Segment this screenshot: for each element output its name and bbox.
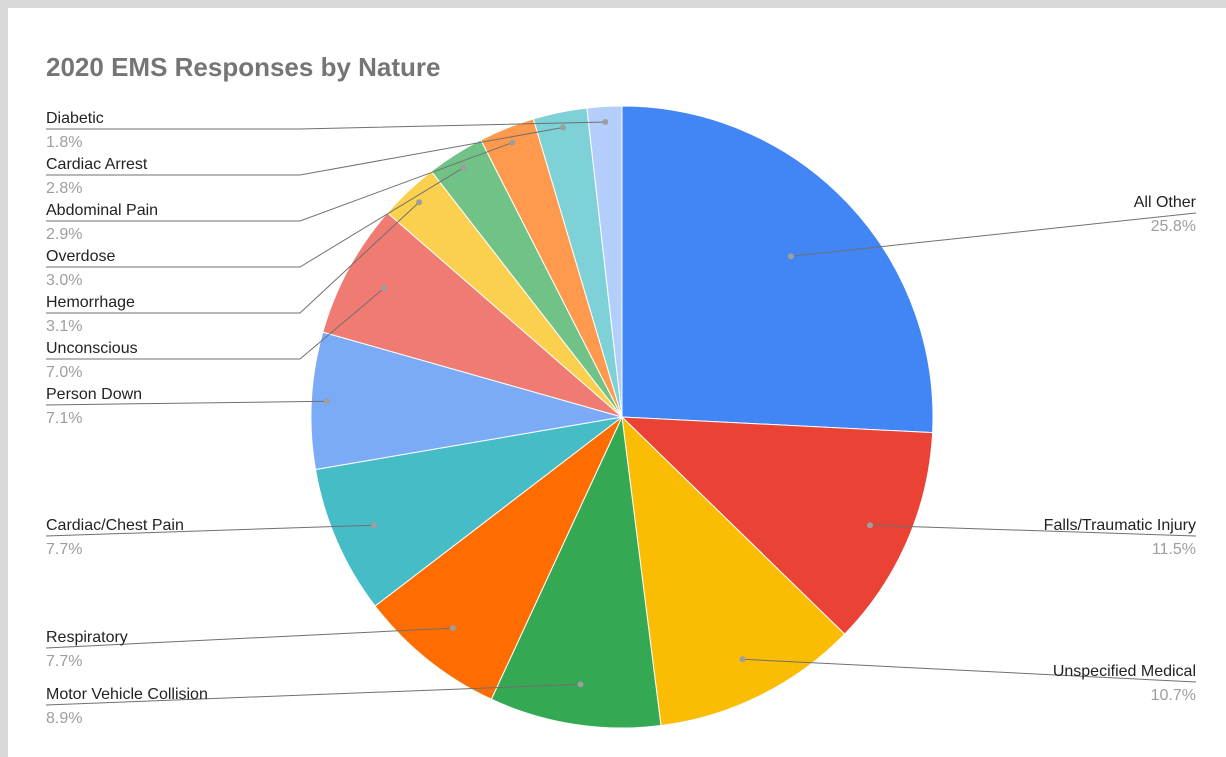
- slice-percent-0: 25.8%: [1151, 218, 1196, 235]
- slice-percent-11: 2.8%: [46, 180, 82, 197]
- slice-label-1: Falls/Traumatic Injury: [1044, 517, 1196, 534]
- slice-percent-4: 7.7%: [46, 653, 82, 670]
- leader-anchor-1: [866, 522, 873, 529]
- slice-label-10: Abdominal Pain: [46, 202, 158, 219]
- leader-line-10: [46, 142, 513, 222]
- leader-line-0: [790, 212, 1197, 257]
- leader-anchor-3: [577, 681, 584, 688]
- pie-slice-7: [322, 212, 623, 418]
- slice-label-9: Overdose: [46, 248, 115, 265]
- slice-label-12: Diabetic: [46, 110, 104, 127]
- leader-anchor-11: [559, 124, 566, 131]
- slice-label-6: Person Down: [46, 386, 142, 403]
- leader-anchor-4: [449, 625, 456, 632]
- leader-anchor-6: [323, 398, 330, 405]
- slice-label-3: Motor Vehicle Collision: [46, 686, 208, 703]
- pie-slice-5: [314, 416, 623, 607]
- slice-label-0: All Other: [1134, 194, 1197, 211]
- leader-anchor-0: [788, 253, 795, 260]
- slice-label-8: Hemorrhage: [46, 294, 135, 311]
- pie-slice-0: [621, 105, 934, 434]
- leader-anchor-8: [416, 199, 423, 206]
- leader-line-4: [45, 627, 453, 649]
- leader-line-12: [46, 121, 606, 130]
- slice-percent-5: 7.7%: [46, 541, 82, 558]
- slice-percent-9: 3.0%: [46, 272, 82, 289]
- slice-labels: All Other 25.8% Falls/Traumatic Injury 11.5…: [46, 110, 1197, 727]
- leader-line-3: [45, 683, 581, 706]
- pie-slice-2: [621, 415, 846, 727]
- leader-anchor-5: [371, 522, 378, 529]
- slice-percent-3: 8.9%: [46, 710, 82, 727]
- slice-label-11: Cardiac Arrest: [46, 156, 148, 173]
- pie-slice-3: [490, 415, 662, 729]
- pie-slice-6: [310, 331, 623, 471]
- pie-slice-12: [586, 105, 623, 418]
- slice-label-2: Unspecified Medical: [1053, 663, 1196, 680]
- slice-percent-1: 11.5%: [1152, 541, 1196, 558]
- slice-percent-2: 10.7%: [1151, 687, 1196, 704]
- pie-slice-1: [620, 416, 934, 635]
- leader-line-2: [742, 658, 1197, 683]
- chart-title: 2020 EMS Responses by Nature: [46, 52, 441, 82]
- leader-line-1: [869, 524, 1197, 537]
- slice-label-4: Respiratory: [46, 629, 128, 646]
- slice-percent-10: 2.9%: [46, 226, 82, 243]
- slice-percent-6: 7.1%: [46, 410, 82, 427]
- leader-anchor-7: [381, 285, 388, 292]
- leader-anchor-10: [509, 139, 516, 146]
- leader-line-8: [46, 201, 420, 314]
- leader-line-9: [46, 167, 464, 268]
- slice-percent-7: 7.0%: [46, 364, 82, 381]
- leader-lines: [45, 119, 1197, 706]
- leader-anchor-12: [602, 119, 609, 126]
- slice-percent-8: 3.1%: [46, 318, 82, 335]
- leader-line-11: [46, 127, 564, 176]
- leader-line-7: [46, 287, 385, 360]
- leader-anchor-2: [739, 656, 746, 663]
- leader-line-5: [45, 524, 375, 537]
- leader-anchor-9: [460, 164, 467, 171]
- pie-slices: [310, 105, 934, 729]
- slice-percent-12: 1.8%: [46, 134, 82, 151]
- pie-chart: 2020 EMS Responses by Nature All Other 25…: [45, 52, 1197, 729]
- leader-line-6: [45, 400, 327, 406]
- slice-label-5: Cardiac/Chest Pain: [46, 517, 184, 534]
- chart-card: 2020 EMS Responses by Nature All Other 25…: [8, 8, 1226, 757]
- slice-label-7: Unconscious: [46, 340, 138, 357]
